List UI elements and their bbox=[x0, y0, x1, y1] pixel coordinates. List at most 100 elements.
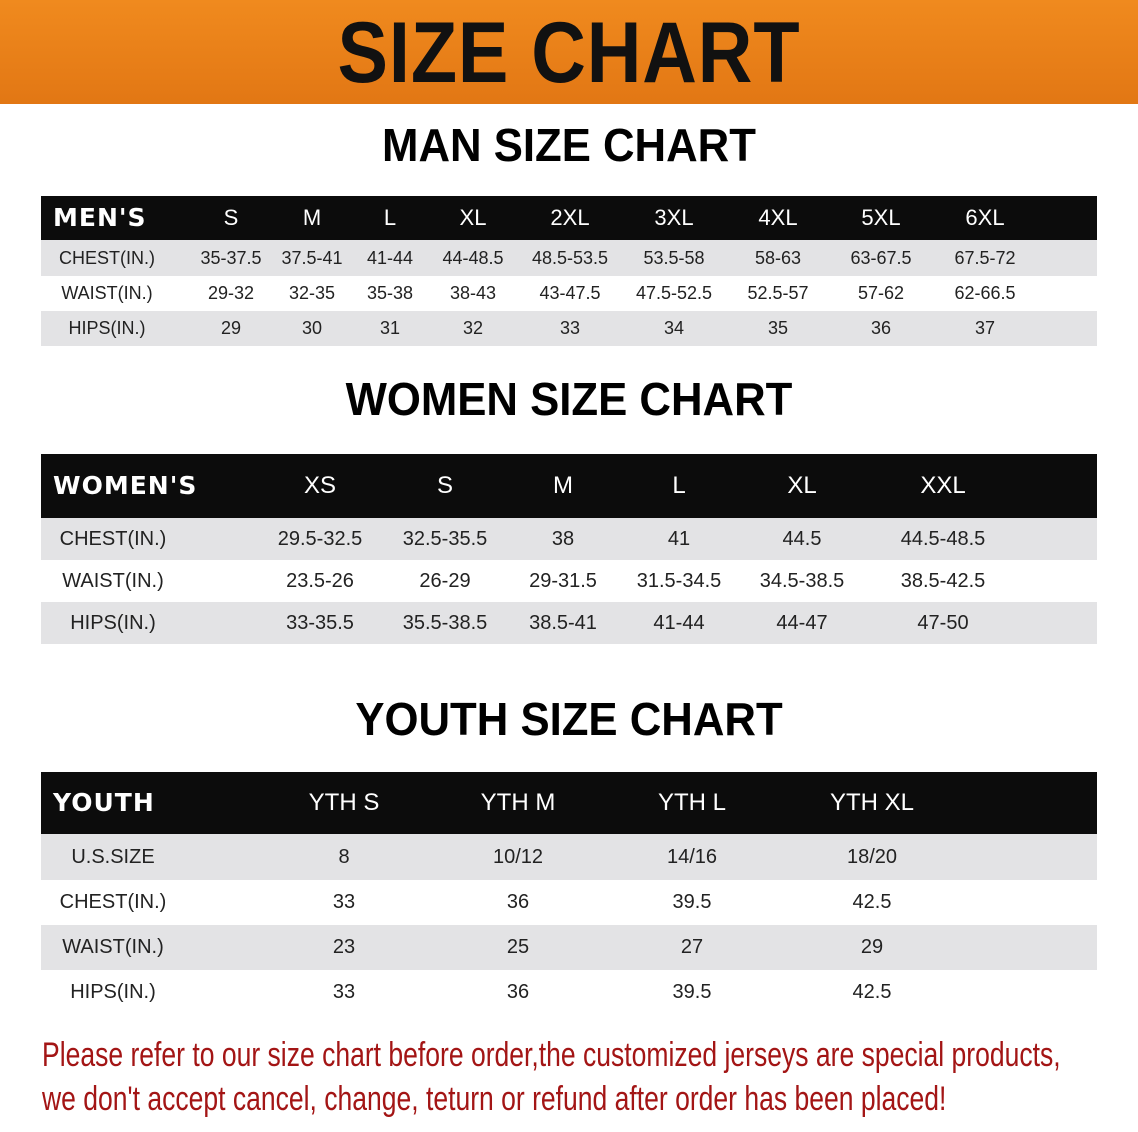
table-cell: 23.5-26 bbox=[286, 570, 354, 592]
table-cell: 42.5 bbox=[852, 891, 892, 913]
table-cell: 39.5 bbox=[672, 891, 712, 913]
row-label: CHEST(IN.) bbox=[59, 528, 167, 550]
table-row: CHEST(IN.) 29.5-32.5 32.5-35.5 38 41 44.5 44.5… bbox=[41, 518, 1097, 560]
size-header: 6XL bbox=[965, 205, 1005, 230]
table-cell: 62-66.5 bbox=[954, 283, 1016, 303]
header-label: YOUTH bbox=[53, 788, 155, 817]
row-label: WAIST(IN.) bbox=[61, 283, 153, 303]
table-cell: 42.5 bbox=[852, 981, 892, 1003]
size-header: YTH L bbox=[657, 789, 727, 816]
table-cell: 30 bbox=[301, 318, 323, 338]
table-cell: 35-38 bbox=[366, 283, 414, 303]
table-cell: 33 bbox=[332, 891, 356, 913]
table-cell: 14/16 bbox=[666, 846, 718, 868]
size-header: M bbox=[302, 205, 322, 230]
size-header: XL bbox=[787, 472, 817, 499]
header-label: MEN'S bbox=[53, 203, 147, 232]
table-row: WAIST(IN.) 23 25 27 29 bbox=[41, 925, 1097, 970]
table-row: HIPS(IN.) 33-35.5 35.5-38.5 38.5-41 41-44 44-… bbox=[41, 602, 1097, 644]
size-header: L bbox=[383, 205, 397, 230]
banner: SIZE CHART bbox=[0, 0, 1138, 104]
size-header: YTH M bbox=[480, 789, 556, 816]
table-cell: 25 bbox=[506, 936, 530, 958]
size-header: 2XL bbox=[550, 205, 590, 230]
size-header: M bbox=[553, 472, 573, 499]
table-cell: 67.5-72 bbox=[954, 248, 1016, 268]
size-header: S bbox=[223, 205, 239, 230]
row-label: CHEST(IN.) bbox=[59, 248, 155, 268]
size-header: YTH XL bbox=[829, 789, 915, 816]
table-cell: 29 bbox=[860, 936, 884, 958]
size-header: YTH S bbox=[308, 789, 380, 816]
table-cell: 29-32 bbox=[207, 283, 255, 303]
table-cell: 34.5-38.5 bbox=[759, 570, 845, 592]
table-cell: 58-63 bbox=[754, 248, 802, 268]
notice-line-1: Please refer to our size chart before or… bbox=[42, 1036, 1061, 1074]
table-cell: 44.5-48.5 bbox=[900, 528, 986, 550]
table-cell: 41-44 bbox=[653, 612, 705, 634]
table-cell: 41 bbox=[667, 528, 691, 550]
size-header: 3XL bbox=[654, 205, 694, 230]
table-cell: 48.5-53.5 bbox=[531, 248, 609, 268]
table-cell: 35.5-38.5 bbox=[402, 612, 488, 634]
table-cell: 23 bbox=[332, 936, 356, 958]
table-cell: 29-31.5 bbox=[529, 570, 597, 592]
table-cell: 37.5-41 bbox=[281, 248, 343, 268]
table-cell: 53.5-58 bbox=[643, 248, 705, 268]
table-cell: 41-44 bbox=[366, 248, 414, 268]
table-cell: 33 bbox=[332, 981, 356, 1003]
table-row: HIPS(IN.) 33 36 39.5 42.5 bbox=[41, 970, 1097, 1015]
table-cell: 39.5 bbox=[672, 981, 712, 1003]
table-cell: 38 bbox=[551, 528, 575, 550]
women-header-row: WOMEN'S XS S M L XL XXL bbox=[41, 454, 1097, 518]
row-label: WAIST(IN.) bbox=[62, 570, 164, 592]
row-label: HIPS(IN.) bbox=[68, 318, 146, 338]
men-section-title: MAN SIZE CHART bbox=[382, 119, 756, 171]
youth-section-title: YOUTH SIZE CHART bbox=[355, 693, 783, 745]
table-cell: 36 bbox=[506, 891, 530, 913]
table-cell: 8 bbox=[338, 846, 350, 868]
table-cell: 32 bbox=[462, 318, 484, 338]
table-cell: 35 bbox=[767, 318, 789, 338]
table-cell: 31.5-34.5 bbox=[636, 570, 722, 592]
table-cell: 32.5-35.5 bbox=[402, 528, 488, 550]
size-header: XS bbox=[303, 472, 337, 499]
table-cell: 57-62 bbox=[857, 283, 905, 303]
table-cell: 44-48.5 bbox=[442, 248, 504, 268]
table-cell: 44.5 bbox=[782, 528, 822, 550]
size-header: 5XL bbox=[861, 205, 901, 230]
table-row: WAIST(IN.) 29-32 32-35 35-38 38-43 43-47.5 47.… bbox=[41, 276, 1097, 311]
table-cell: 10/12 bbox=[492, 846, 544, 868]
table-cell: 36 bbox=[506, 981, 530, 1003]
table-cell: 29 bbox=[220, 318, 242, 338]
table-cell: 37 bbox=[974, 318, 996, 338]
men-header-row: MEN'S S M L XL 2XL 3XL 4XL 5XL 6XL bbox=[41, 196, 1097, 240]
table-cell: 27 bbox=[680, 936, 704, 958]
table-row: WAIST(IN.) 23.5-26 26-29 29-31.5 31.5-34.5 34… bbox=[41, 560, 1097, 602]
table-cell: 63-67.5 bbox=[850, 248, 912, 268]
size-header: 4XL bbox=[758, 205, 798, 230]
table-row: CHEST(IN.) 35-37.5 37.5-41 41-44 44-48.5 48.5… bbox=[41, 240, 1097, 276]
table-row: HIPS(IN.) 29 30 31 32 33 34 35 36 37 bbox=[41, 311, 1097, 346]
notice-line-2: we don't accept cancel, change, teturn o… bbox=[42, 1080, 947, 1118]
table-cell: 36 bbox=[870, 318, 892, 338]
table-cell: 33-35.5 bbox=[286, 612, 354, 634]
size-header: L bbox=[672, 472, 686, 499]
table-cell: 31 bbox=[379, 318, 401, 338]
row-label: WAIST(IN.) bbox=[62, 936, 164, 958]
size-header: XXL bbox=[920, 472, 966, 499]
table-cell: 35-37.5 bbox=[200, 248, 262, 268]
youth-header-row: YOUTH YTH S YTH M YTH L YTH XL bbox=[41, 772, 1097, 834]
row-label: CHEST(IN.) bbox=[59, 891, 167, 913]
table-cell: 38.5-41 bbox=[529, 612, 597, 634]
size-header: XL bbox=[459, 205, 487, 230]
table-cell: 38-43 bbox=[449, 283, 497, 303]
table-cell: 34 bbox=[663, 318, 685, 338]
row-label: HIPS(IN.) bbox=[70, 981, 156, 1003]
table-cell: 47.5-52.5 bbox=[635, 283, 713, 303]
table-cell: 26-29 bbox=[419, 570, 471, 592]
table-row: U.S.SIZE 8 10/12 14/16 18/20 bbox=[41, 834, 1097, 880]
women-section-title: WOMEN SIZE CHART bbox=[345, 373, 793, 425]
row-label: HIPS(IN.) bbox=[70, 612, 156, 634]
table-cell: 32-35 bbox=[288, 283, 336, 303]
